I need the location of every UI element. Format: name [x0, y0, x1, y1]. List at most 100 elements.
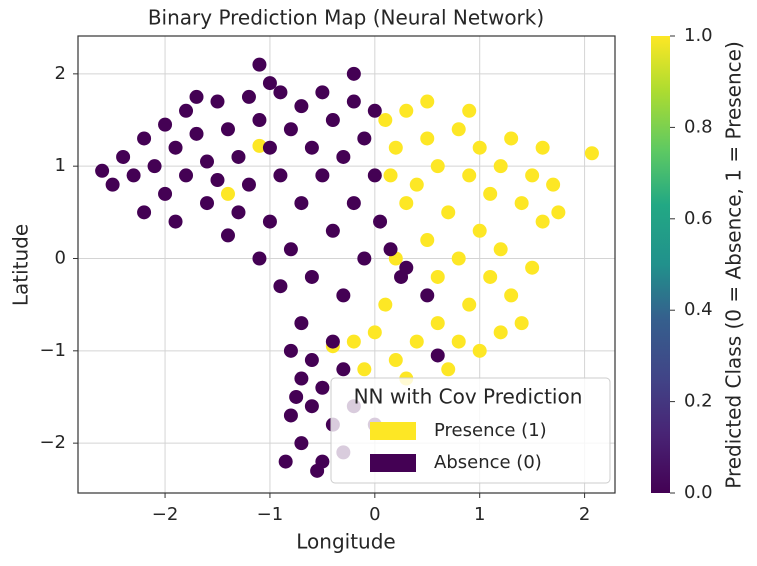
scatter-point [273, 168, 288, 183]
scatter-point [346, 196, 361, 211]
scatter-point [551, 205, 566, 220]
scatter-point [514, 316, 529, 331]
scatter-point [325, 223, 340, 238]
scatter-point [189, 89, 204, 104]
scatter-point [231, 149, 246, 164]
scatter-point [283, 242, 298, 257]
scatter-point [179, 168, 194, 183]
scatter-point [262, 76, 277, 91]
chart-title: Binary Prediction Map (Neural Network) [148, 6, 544, 30]
scatter-point [378, 113, 393, 128]
colorbar-tick-label: 1.0 [684, 25, 713, 46]
scatter-point [535, 140, 550, 155]
scatter-point [189, 126, 204, 141]
scatter-point [336, 362, 351, 377]
scatter-point [262, 140, 277, 155]
scatter-point [116, 149, 131, 164]
scatter-point [315, 380, 330, 395]
scatter-point [220, 228, 235, 243]
scatter-point [388, 140, 403, 155]
legend-swatch [370, 422, 416, 440]
scatter-point [336, 149, 351, 164]
scatter-point [346, 66, 361, 81]
colorbar-label: Predicted Class (0 = Absence, 1 = Presen… [722, 41, 746, 489]
colorbar-tick-label: 0.4 [684, 299, 713, 320]
scatter-point [535, 214, 550, 229]
scatter-point [325, 334, 340, 349]
scatter-point [325, 113, 340, 128]
scatter-point [357, 251, 372, 266]
x-tick-label: 1 [474, 504, 485, 525]
scatter-point [95, 163, 110, 178]
scatter-point [546, 177, 561, 192]
scatter-point [283, 408, 298, 423]
scatter-point [514, 196, 529, 211]
scatter-point [420, 233, 435, 248]
scatter-point [462, 297, 477, 312]
scatter-point [493, 159, 508, 174]
scatter-point [304, 399, 319, 414]
scatter-point [241, 177, 256, 192]
scatter-point [252, 113, 267, 128]
scatter-point [315, 85, 330, 100]
scatter-point [310, 463, 325, 478]
scatter-point [304, 269, 319, 284]
scatter-point [210, 173, 225, 188]
scatter-point [462, 103, 477, 118]
colorbar-tick-label: 0.2 [684, 391, 713, 412]
x-tick-label: −1 [257, 504, 284, 525]
scatter-point [168, 214, 183, 229]
scatter-point [231, 205, 246, 220]
scatter-point [441, 362, 456, 377]
scatter-point [430, 348, 445, 363]
scatter-point [294, 196, 309, 211]
scatter-point [399, 196, 414, 211]
scatter-point [430, 269, 445, 284]
y-axis-label: Latitude [9, 224, 33, 306]
scatter-point [451, 251, 466, 266]
scatter-point [584, 146, 599, 161]
y-tick-label: 0 [55, 247, 66, 268]
scatter-point [373, 214, 388, 229]
scatter-point [158, 186, 173, 201]
colorbar-tick-label: 0.6 [684, 208, 713, 229]
scatter-point [383, 242, 398, 257]
scatter-point [451, 122, 466, 137]
scatter-point [278, 454, 293, 469]
scatter-point [168, 140, 183, 155]
scatter-point [315, 168, 330, 183]
scatter-point [378, 297, 393, 312]
legend-title: NN with Cov Prediction [354, 385, 583, 409]
scatter-point [220, 122, 235, 137]
scatter-point [283, 343, 298, 358]
scatter-point [346, 334, 361, 349]
scatter-point [420, 131, 435, 146]
scatter-point [252, 57, 267, 72]
scatter-point [262, 214, 277, 229]
scatter-point [158, 117, 173, 132]
scatter-point [472, 140, 487, 155]
scatter-point [252, 251, 267, 266]
scatter-point [399, 103, 414, 118]
scatter-point [294, 371, 309, 386]
scatter-point [210, 94, 225, 109]
y-tick-label: 2 [55, 63, 66, 84]
scatter-point [472, 343, 487, 358]
scatter-point [409, 177, 424, 192]
scatter-point [304, 140, 319, 155]
scatter-point [200, 154, 215, 169]
scatter-point [200, 196, 215, 211]
scatter-point [493, 242, 508, 257]
scatter-point [472, 223, 487, 238]
scatter-point [273, 85, 288, 100]
scatter-point [220, 186, 235, 201]
legend: NN with Cov Prediction Presence (1) Absen… [330, 377, 611, 484]
scatter-point [304, 353, 319, 368]
plot-frame [77, 35, 616, 494]
scatter-point [367, 325, 382, 340]
x-tick-label: 0 [369, 504, 380, 525]
scatter-point [179, 103, 194, 118]
x-tick-label: 2 [579, 504, 590, 525]
y-tick-label: 1 [55, 155, 66, 176]
scatter-point [137, 205, 152, 220]
